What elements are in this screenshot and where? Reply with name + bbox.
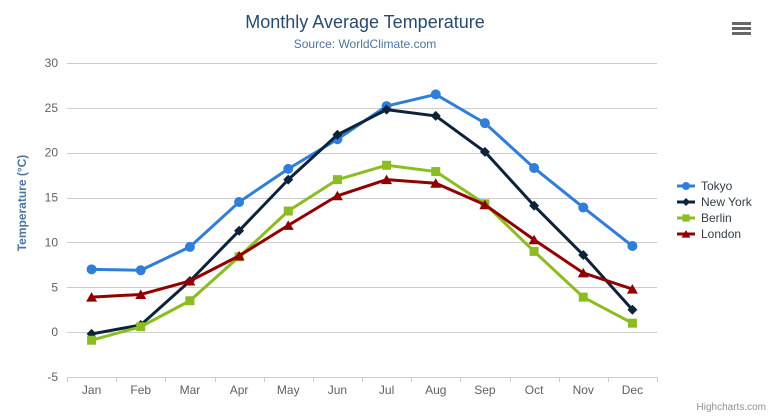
- data-point-new-york-sep[interactable]: [479, 146, 490, 157]
- data-point-berlin-mar[interactable]: [185, 296, 195, 306]
- y-axis-label: 10: [45, 235, 59, 249]
- data-point-berlin-nov[interactable]: [578, 292, 588, 302]
- data-point-tokyo-apr[interactable]: [234, 197, 245, 208]
- data-point-berlin-jun[interactable]: [332, 175, 342, 185]
- legend-marker-icon: [677, 230, 695, 238]
- data-point-new-york-aug[interactable]: [430, 110, 441, 121]
- data-point-tokyo-mar[interactable]: [184, 241, 195, 252]
- hamburger-bar: [732, 22, 751, 25]
- data-point-new-york-oct[interactable]: [529, 200, 540, 211]
- data-point-berlin-aug[interactable]: [431, 167, 441, 177]
- data-point-london-feb[interactable]: [135, 289, 147, 299]
- x-axis-label: Mar: [180, 383, 201, 397]
- legend-item-new-york[interactable]: New York: [676, 194, 752, 210]
- series-line-new-york: [90, 108, 634, 336]
- data-point-london-jan[interactable]: [86, 292, 98, 302]
- series-line-berlin: [90, 163, 634, 342]
- data-point-london-jun[interactable]: [331, 190, 343, 201]
- data-point-london-aug[interactable]: [430, 178, 442, 188]
- x-axis-label: Dec: [622, 383, 643, 397]
- y-axis-label: 15: [45, 191, 59, 205]
- data-point-new-york-dec[interactable]: [627, 304, 638, 315]
- legend-item-tokyo[interactable]: Tokyo: [676, 178, 752, 194]
- x-axis-label: May: [277, 383, 300, 397]
- data-point-new-york-jun[interactable]: [332, 129, 343, 140]
- hamburger-bar: [732, 27, 751, 30]
- y-axis-title: Temperature (°C): [15, 154, 29, 252]
- data-point-berlin-dec[interactable]: [627, 318, 637, 328]
- legend-marker-shape: [682, 214, 690, 222]
- series-line-london: [90, 178, 634, 299]
- data-point-berlin-may[interactable]: [283, 206, 293, 216]
- legend-label: Berlin: [701, 211, 732, 225]
- legend-label: New York: [701, 195, 752, 209]
- legend-label: Tokyo: [701, 179, 733, 193]
- legend-label: London: [701, 227, 742, 241]
- data-point-new-york-jul[interactable]: [381, 104, 392, 115]
- data-point-new-york-nov[interactable]: [578, 249, 589, 260]
- data-point-london-dec[interactable]: [626, 284, 638, 294]
- legend-marker-icon: [677, 214, 695, 222]
- x-axis-label: Feb: [130, 383, 151, 397]
- data-point-tokyo-nov[interactable]: [578, 202, 589, 213]
- x-axis-label: Sep: [474, 383, 496, 397]
- x-axis-label: Jul: [379, 383, 394, 397]
- data-point-berlin-oct[interactable]: [529, 246, 539, 256]
- y-axis-label: 0: [51, 325, 58, 339]
- legend-marker-shape: [682, 182, 690, 190]
- legend-item-london[interactable]: London: [676, 226, 752, 242]
- data-point-london-mar[interactable]: [184, 276, 196, 286]
- data-point-berlin-jan[interactable]: [87, 335, 97, 345]
- data-point-london-oct[interactable]: [528, 234, 540, 245]
- data-point-tokyo-feb[interactable]: [135, 265, 146, 276]
- highcharts-credit[interactable]: Highcharts.com: [696, 402, 766, 413]
- hamburger-menu-icon[interactable]: [732, 22, 751, 37]
- data-point-tokyo-oct[interactable]: [529, 162, 540, 173]
- data-point-berlin-feb[interactable]: [136, 322, 146, 332]
- x-axis-label: Oct: [525, 383, 544, 397]
- data-point-london-may[interactable]: [282, 220, 294, 230]
- data-point-london-sep[interactable]: [479, 199, 491, 210]
- data-point-tokyo-aug[interactable]: [430, 89, 441, 100]
- legend: Tokyo New York Berlin London: [676, 178, 752, 242]
- series-new-york: [86, 104, 638, 339]
- legend-item-berlin[interactable]: Berlin: [676, 210, 752, 226]
- data-point-new-york-apr[interactable]: [234, 225, 245, 236]
- data-point-tokyo-may[interactable]: [283, 163, 294, 174]
- y-axis-label: 20: [45, 146, 59, 160]
- data-point-berlin-jul[interactable]: [382, 160, 392, 170]
- legend-marker-icon: [677, 198, 695, 206]
- legend-marker-shape: [681, 230, 691, 238]
- data-point-tokyo-jan[interactable]: [86, 264, 97, 275]
- y-axis-label: 25: [45, 101, 59, 115]
- data-point-new-york-may[interactable]: [283, 174, 294, 185]
- data-point-london-apr[interactable]: [233, 250, 245, 261]
- y-axis-label: -5: [47, 370, 58, 384]
- x-axis-label: Jan: [82, 383, 101, 397]
- x-axis-label: Jun: [328, 383, 347, 397]
- x-axis-label: Apr: [230, 383, 249, 397]
- hamburger-bar: [732, 32, 751, 35]
- series-tokyo: [86, 89, 638, 276]
- legend-marker-icon: [677, 182, 695, 190]
- data-point-tokyo-sep[interactable]: [479, 118, 490, 129]
- series-london: [86, 174, 638, 302]
- legend-marker-shape: [682, 198, 690, 206]
- y-axis-label: 30: [45, 56, 59, 70]
- y-axis-label: 5: [51, 280, 58, 294]
- x-axis-label: Aug: [425, 383, 446, 397]
- x-axis-label: Nov: [573, 383, 594, 397]
- data-point-london-jul[interactable]: [381, 174, 393, 185]
- data-point-london-nov[interactable]: [577, 267, 589, 278]
- data-point-tokyo-dec[interactable]: [627, 241, 638, 252]
